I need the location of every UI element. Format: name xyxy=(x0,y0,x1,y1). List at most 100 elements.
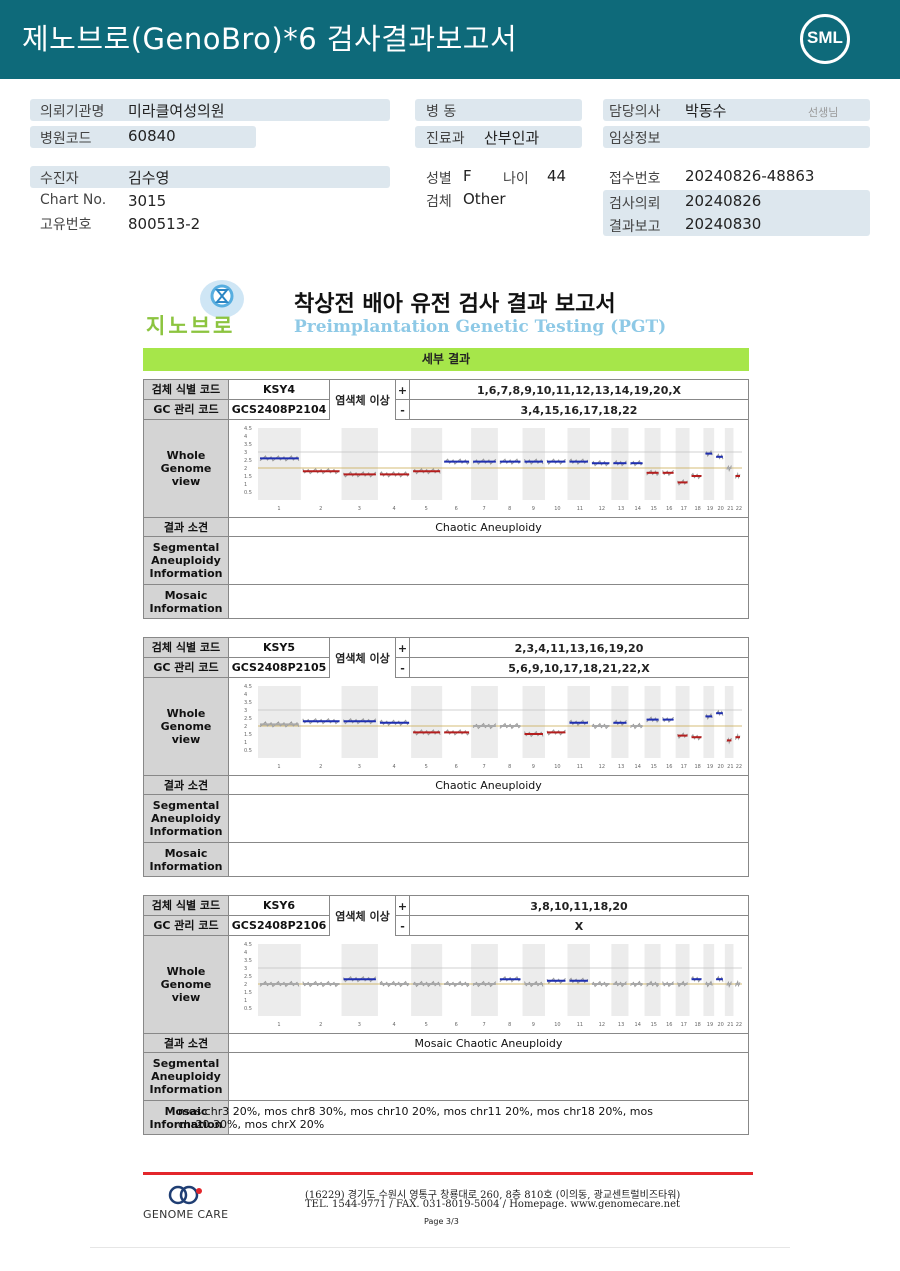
page-title: 제노브로(GenoBro)*6 검사결과보고서 xyxy=(22,22,518,56)
chromosome-tick-label: 12 xyxy=(599,506,605,512)
gain-chromosomes: 1,6,7,8,9,10,11,12,13,14,19,20,X xyxy=(476,383,682,397)
chromosome-tick-label: 4 xyxy=(393,764,396,770)
hospital-code-label: 병원코드 xyxy=(40,131,92,147)
segmental-label-line: Segmental xyxy=(152,541,220,554)
age-label: 나이 xyxy=(503,171,529,187)
chromosome-tick-label: 8 xyxy=(508,1022,511,1028)
chromosome-tick-label: 9 xyxy=(532,506,535,512)
bottom-rule xyxy=(90,1247,790,1248)
sample-table: 검체 식별 코드 KSY4 +1,6,7,8,9,10,11,12,13,14,19… xyxy=(143,379,749,619)
result-label: 결과 소견 xyxy=(144,1034,229,1052)
whole-genome-label-line: Whole xyxy=(166,965,206,978)
chromosome-tick-label: 10 xyxy=(554,764,560,770)
segmental-label-line: Segmental xyxy=(152,799,220,812)
chromosome-band xyxy=(644,428,661,500)
request-value: 20240826 xyxy=(685,192,762,210)
whole-genome-label-line: Whole xyxy=(166,449,206,462)
y-tick-label: 4 xyxy=(244,434,247,440)
chromosome-band xyxy=(724,428,734,500)
result-label: 결과 소견 xyxy=(144,776,229,794)
gain-chromosomes: 3,8,10,11,18,20 xyxy=(530,899,628,913)
specimen-label: 검체 xyxy=(426,194,452,210)
result-row: 결과 소견 Chaotic Aneuploidy xyxy=(144,518,748,537)
whole-genome-label: Whole Genome view xyxy=(144,936,229,1033)
mosaic-row: Mosaic Information xyxy=(144,585,748,618)
whole-genome-label-line: Genome xyxy=(160,462,212,475)
chromosome-tick-label: 14 xyxy=(635,764,641,770)
chart-label: Chart No. xyxy=(40,192,107,208)
chromosome-tick-label: 11 xyxy=(577,1022,583,1028)
chromosome-band xyxy=(675,944,690,1016)
chromosome-tick-label: 13 xyxy=(618,506,624,512)
y-tick-label: 0.5 xyxy=(244,748,252,754)
report-date-label: 결과보고 xyxy=(609,219,661,235)
chromosome-tick-label: 20 xyxy=(718,1022,724,1028)
receipt-label: 접수번호 xyxy=(609,171,661,187)
chromosome-tick-label: 11 xyxy=(577,764,583,770)
whole-genome-label-line: view xyxy=(171,991,201,1004)
chromosome-band xyxy=(522,944,545,1016)
footer-divider xyxy=(143,1172,753,1175)
patient-label: 수진자 xyxy=(40,171,79,187)
sample-code-row: 검체 식별 코드 KSY6 +3,8,10,11,18,20 xyxy=(144,896,748,916)
y-tick-label: 3.5 xyxy=(244,700,252,706)
genome-care-logo-icon xyxy=(168,1184,202,1206)
gc-code-row: GC 관리 코드 GCS2408P2106 - X xyxy=(144,916,748,936)
loss-chromosomes: 5,6,9,10,17,18,21,22,X xyxy=(508,661,650,675)
chromosome-tick-label: 16 xyxy=(666,1022,672,1028)
doctor-value: 박동수 xyxy=(685,102,727,120)
whole-genome-label-line: view xyxy=(171,733,201,746)
chromosome-tick-label: 13 xyxy=(618,1022,624,1028)
sample-code-value: KSY4 xyxy=(262,383,296,396)
sample-code-label: 검체 식별 코드 xyxy=(144,380,229,399)
chromosome-tick-label: 17 xyxy=(681,506,687,512)
chromosome-band xyxy=(724,944,734,1016)
sml-logo: SML xyxy=(800,14,850,64)
chromosome-band xyxy=(258,428,301,500)
y-tick-label: 0.5 xyxy=(244,490,252,496)
chromosome-tick-label: 15 xyxy=(651,764,657,770)
mosaic-row: Mosaic Information xyxy=(144,843,748,876)
segmental-label-line: Information xyxy=(149,567,223,580)
chromosome-tick-label: 22 xyxy=(736,506,742,512)
sample-code-label: 검체 식별 코드 xyxy=(144,896,229,915)
hospital-code-value: 60840 xyxy=(128,127,176,145)
whole-genome-label-line: view xyxy=(171,475,201,488)
chromosome-band xyxy=(471,428,498,500)
chromosome-tick-label: 12 xyxy=(599,764,605,770)
y-tick-label: 4 xyxy=(244,692,247,698)
y-tick-label: 1 xyxy=(244,998,247,1004)
chromosome-band xyxy=(341,428,378,500)
mosaic-label-line: Mosaic xyxy=(164,1104,208,1118)
genobro-logo-text: 지노브로 xyxy=(146,314,236,338)
request-label: 검사의뢰 xyxy=(609,196,661,212)
doctor-label: 담당의사 xyxy=(609,104,661,120)
loss-sign: - xyxy=(396,658,410,678)
result-row: 결과 소견 Mosaic Chaotic Aneuploidy xyxy=(144,1034,748,1053)
chromosome-tick-label: 2 xyxy=(319,764,322,770)
chromosome-band xyxy=(644,686,661,758)
chromosome-band xyxy=(675,686,690,758)
footer-contact: TEL. 1544-9771 / FAX. 031-8019-5004 / Ho… xyxy=(305,1199,681,1210)
institution-box xyxy=(30,99,390,121)
whole-genome-row: Whole Genome view 4.5 4 3.5 3 2.5 2 1.5 1 0.5 1 2 3 4 5 6… xyxy=(144,678,748,776)
y-tick-label: 2 xyxy=(244,724,247,730)
y-tick-label: 2 xyxy=(244,982,247,988)
chromosome-tick-label: 19 xyxy=(707,764,713,770)
chromosome-band xyxy=(611,944,629,1016)
genobro-logo-icon xyxy=(200,280,244,318)
institution-label: 의뢰기관명 xyxy=(40,104,105,120)
chromosome-tick-label: 16 xyxy=(666,506,672,512)
abnormality-label: 염색체 이상 xyxy=(329,638,396,678)
whole-genome-label-line: Whole xyxy=(166,707,206,720)
chromosome-tick-label: 10 xyxy=(554,1022,560,1028)
chromosome-band xyxy=(644,944,661,1016)
dept-value: 산부인과 xyxy=(484,129,540,147)
y-tick-label: 2.5 xyxy=(244,716,252,722)
chromosome-tick-label: 17 xyxy=(681,764,687,770)
y-tick-label: 2.5 xyxy=(244,974,252,980)
chromosome-band xyxy=(522,428,545,500)
chromosome-tick-label: 20 xyxy=(718,506,724,512)
chromosome-tick-label: 21 xyxy=(727,1022,733,1028)
segmental-label-line: Aneuploidy xyxy=(151,554,221,567)
